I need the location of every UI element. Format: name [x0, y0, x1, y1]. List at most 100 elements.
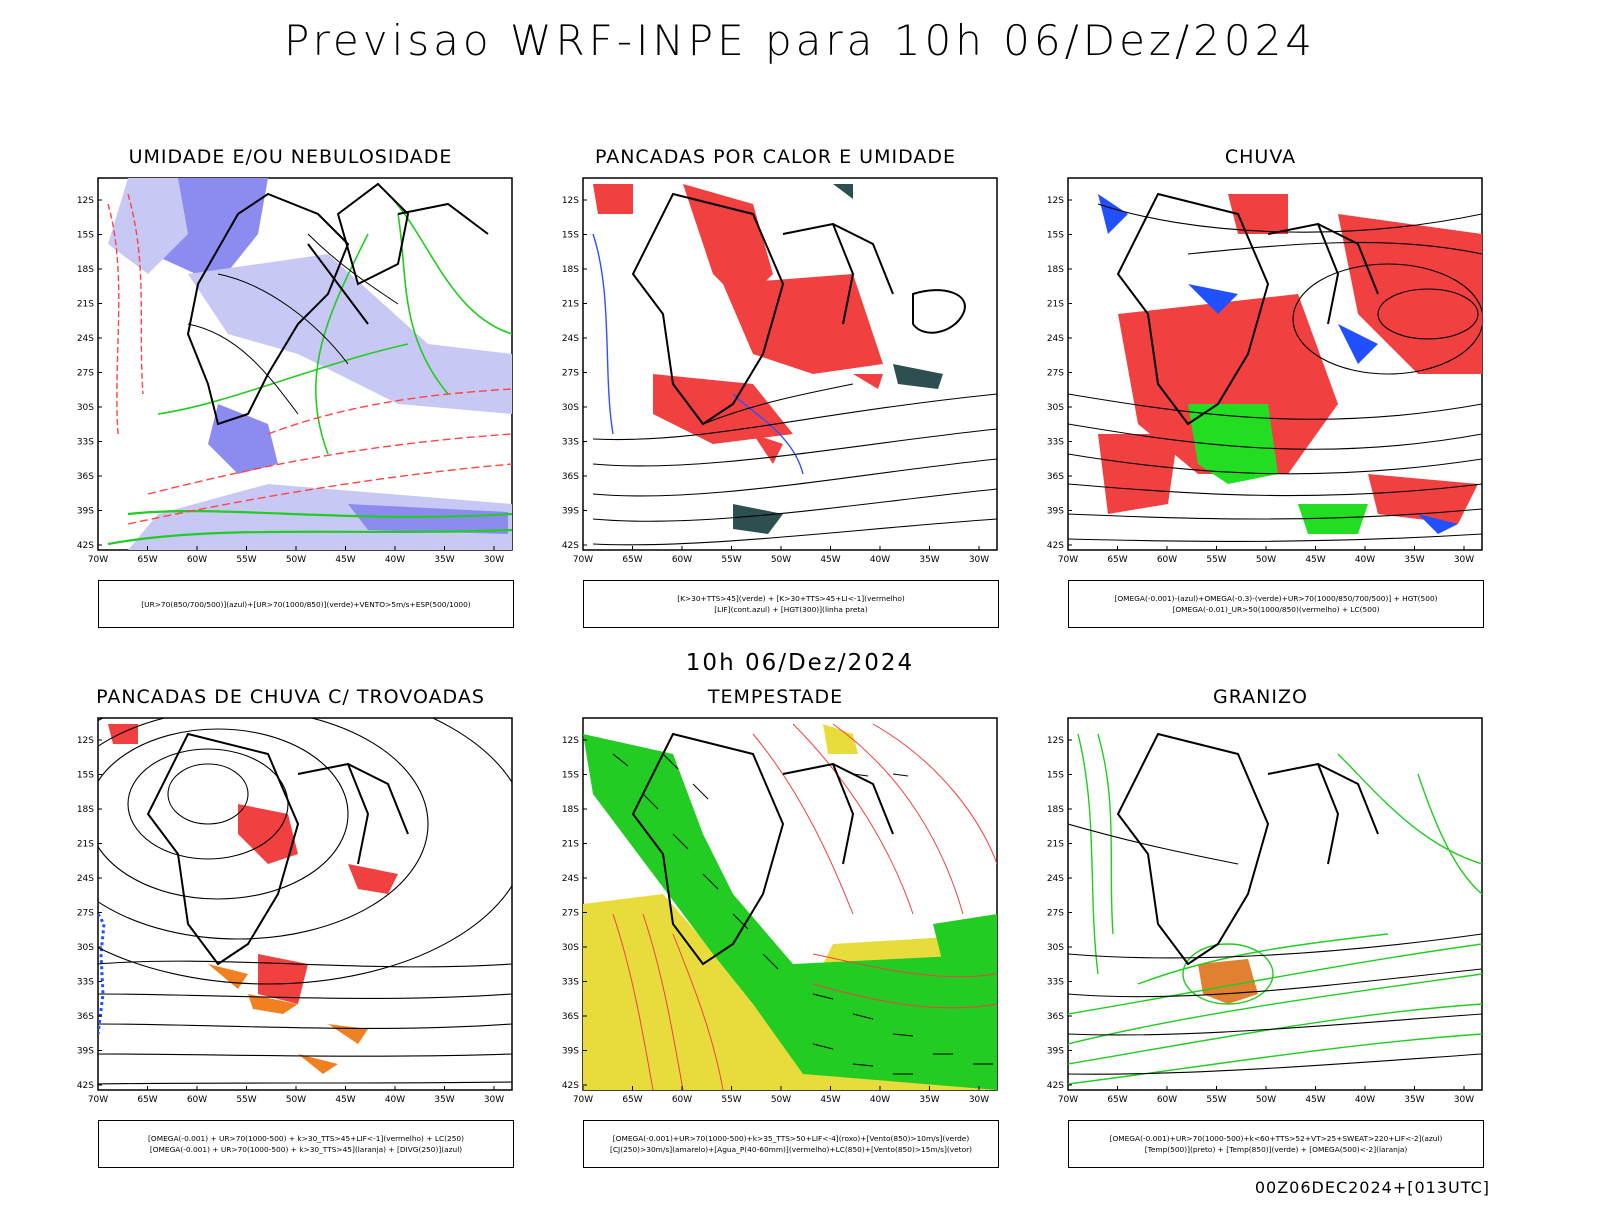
lon-label: 40W — [385, 1095, 405, 1105]
lat-label: 42S — [562, 541, 579, 551]
lon-label: 30W — [1454, 555, 1474, 565]
lat-label: 21S — [1047, 840, 1064, 850]
map-svg-pancadas-calor: 12S 15S 18S 21S 24S 27S 30S 33S 36S 39S 42S 70W 65W 6… — [562, 177, 998, 565]
lon-label: 65W — [1107, 555, 1127, 565]
lat-label: 30S — [77, 403, 94, 413]
lat-label: 12S — [562, 736, 579, 746]
lon-label: 65W — [137, 1095, 157, 1105]
lon-label: 70W — [573, 555, 593, 565]
lat-label: 15S — [562, 771, 579, 781]
legend-box: [OMEGA(-0.001)+UR>70(1000-500)+k<60+TTS>… — [1068, 1120, 1484, 1168]
lon-label: 65W — [137, 555, 157, 565]
lat-label: 21S — [562, 840, 579, 850]
lat-label: 33S — [1047, 978, 1064, 988]
lat-label: 15S — [1047, 231, 1064, 241]
lon-label: 40W — [870, 555, 890, 565]
lat-label: 21S — [1047, 300, 1064, 310]
lat-label: 33S — [562, 978, 579, 988]
lon-label: 30W — [969, 1095, 989, 1105]
legend-box: [K>30+TTS>45](verde) + [K>30+TTS>45+LI<-… — [583, 580, 999, 628]
lon-label: 45W — [335, 1095, 355, 1105]
lat-label: 24S — [77, 334, 94, 344]
map-svg-umidade: 12S 15S 18S 21S 24S 27S 30S 33S 36S 39S 42S 70W 65W 6… — [77, 177, 513, 565]
lat-label: 42S — [1047, 1081, 1064, 1091]
lon-label: 55W — [721, 555, 741, 565]
legend-line: [OMEGA(-0.001) + UR>70(1000-500) + k>30_… — [148, 1134, 464, 1143]
axis-labels: 12S 15S 18S 21S 24S 27S 30S 33S 36S 39S 42S 70W 65W 6… — [1047, 196, 1474, 565]
lat-label: 39S — [562, 1047, 579, 1057]
lon-label: 55W — [236, 1095, 256, 1105]
lon-label: 65W — [622, 1095, 642, 1105]
lat-label: 39S — [1047, 507, 1064, 517]
legend-box: [OMEGA(-0.001)-(azul)+OMEGA(-0.3)-(verde… — [1068, 580, 1484, 628]
legend-line: [OMEGA(-0.001) + UR>70(1000-500) + k>30_… — [149, 1145, 463, 1154]
lat-label: 42S — [1047, 541, 1064, 551]
omega-green — [1188, 404, 1278, 484]
lat-label: 18S — [1047, 805, 1064, 815]
rain-area — [1338, 214, 1482, 374]
lat-label: 42S — [77, 541, 94, 551]
lon-label: 30W — [969, 555, 989, 565]
panel-tempestade: TEMPESTADE 12S 15S 18S 21S 24S 27S 30S 3 — [553, 686, 1033, 1206]
lon-label: 60W — [1157, 1095, 1177, 1105]
lat-label: 36S — [562, 472, 579, 482]
lat-label: 30S — [1047, 943, 1064, 953]
lat-label: 42S — [562, 1081, 579, 1091]
panel-title: PANCADAS DE CHUVA C/ TROVOADAS — [96, 686, 485, 708]
axis-labels: 12S 15S 18S 21S 24S 27S 30S 33S 36S 39S 42S 70W 65W 6… — [562, 736, 989, 1105]
lat-label: 39S — [1047, 1047, 1064, 1057]
lon-label: 30W — [484, 555, 504, 565]
bottom-row-title: 10h 06/Dez/2024 — [685, 650, 915, 676]
lon-label: 50W — [1256, 1095, 1276, 1105]
panel-title: TEMPESTADE — [707, 686, 844, 708]
panel-title: CHUVA — [1224, 146, 1297, 168]
convective-area — [723, 274, 883, 374]
lon-label: 50W — [286, 555, 306, 565]
lat-label: 24S — [77, 874, 94, 884]
legend-box: [OMEGA(-0.001) + UR>70(1000-500) + k>30_… — [98, 1120, 514, 1168]
lat-label: 27S — [1047, 909, 1064, 919]
lon-label: 30W — [484, 1095, 504, 1105]
lat-label: 39S — [77, 507, 94, 517]
panel-title: PANCADAS POR CALOR E UMIDADE — [594, 146, 956, 168]
lat-label: 39S — [562, 507, 579, 517]
lon-label: 45W — [1305, 1095, 1325, 1105]
panel-granizo: GRANIZO 12S 15S 18S 21S 24S 27S 30S 33S 36S 39S 42… — [1038, 686, 1518, 1206]
lat-label: 27S — [77, 369, 94, 379]
lon-label: 40W — [1355, 555, 1375, 565]
panel-title: UMIDADE E/OU NEBULOSIDADE — [128, 146, 453, 168]
lat-label: 27S — [1047, 369, 1064, 379]
map-svg-granizo: 12S 15S 18S 21S 24S 27S 30S 33S 36S 39S 42S 70W 65W 6… — [1047, 717, 1483, 1105]
lon-label: 45W — [335, 555, 355, 565]
lon-label: 50W — [771, 1095, 791, 1105]
lat-label: 15S — [77, 231, 94, 241]
axis-labels: 12S 15S 18S 21S 24S 27S 30S 33S 36S 39S 42S 70W 65W 6… — [1047, 736, 1474, 1105]
humidity-area — [108, 178, 188, 274]
lat-label: 36S — [562, 1012, 579, 1022]
map-umidade: 12S 15S 18S 21S 24S 27S 30S 33S 36S 39S 42S 70W 65W 6… — [68, 174, 548, 584]
lon-label: 70W — [573, 1095, 593, 1105]
panel-title: GRANIZO — [1213, 686, 1308, 708]
lat-label: 18S — [1047, 265, 1064, 275]
lon-label: 70W — [88, 1095, 108, 1105]
lon-label: 50W — [1256, 555, 1276, 565]
lat-label: 30S — [562, 943, 579, 953]
axis-labels: 12S 15S 18S 21S 24S 27S 30S 33S 36S 39S 42S 70W 65W 6… — [77, 196, 504, 565]
lon-label: 45W — [820, 1095, 840, 1105]
legend-box: [UR>70(850/700/500)](azul)+[UR>70(1000/8… — [98, 580, 514, 628]
lon-label: 35W — [1404, 555, 1424, 565]
lon-label: 30W — [1454, 1095, 1474, 1105]
legend-line: [Temp(500)](preto) + [Temp(850)](verde) … — [1144, 1145, 1408, 1154]
lat-label: 24S — [1047, 874, 1064, 884]
orange-area — [208, 964, 368, 1074]
legend-line: [OMEGA(-0.001)+UR>70(1000-500)+k>35_TTS>… — [612, 1134, 970, 1143]
lon-label: 55W — [1206, 1095, 1226, 1105]
humidity-area — [163, 178, 268, 284]
lat-label: 24S — [562, 334, 579, 344]
legend-line: [OMEGA(-0.01)_UR>50(1000/850)(vermelho) … — [1172, 605, 1380, 614]
lat-label: 27S — [562, 369, 579, 379]
map-svg-trovoadas: 12S 15S 18S 21S 24S 27S 30S 33S 36S 39S 42S 70W 65W 6… — [77, 717, 513, 1105]
lon-label: 70W — [1058, 1095, 1078, 1105]
lat-label: 30S — [77, 943, 94, 953]
axis-labels: 12S 15S 18S 21S 24S 27S 30S 33S 36S 39S 42S 70W 65W 6… — [77, 736, 504, 1105]
